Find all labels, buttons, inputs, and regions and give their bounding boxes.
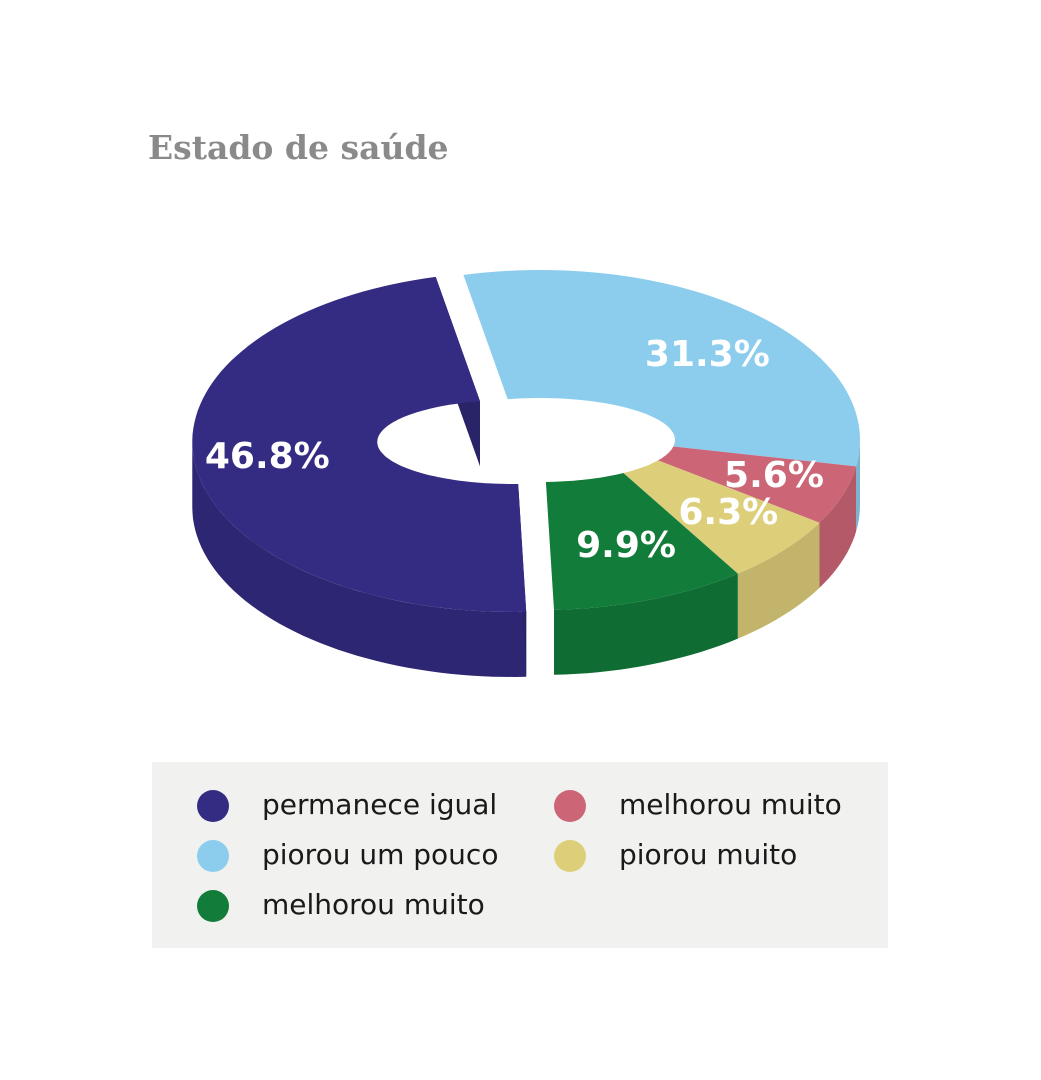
legend-label: melhorou muito (262, 888, 485, 921)
legend-label: piorou um pouco (262, 838, 498, 871)
slice (192, 276, 527, 612)
value-label: 9.9% (576, 525, 676, 566)
legend-label: permanece igual (262, 788, 497, 821)
slice (623, 460, 820, 574)
value-label: 46.8% (205, 436, 330, 477)
slice-side (192, 442, 527, 677)
slice-side (819, 466, 857, 588)
legend-label: melhorou muito (619, 788, 842, 821)
slice (545, 473, 738, 610)
slice-side (856, 440, 860, 532)
legend-swatch (197, 890, 229, 922)
slice-side-shade (554, 573, 738, 675)
slice-side-shade (737, 522, 820, 639)
legend-swatch (197, 790, 229, 822)
chart-title: Estado de saúde (148, 128, 449, 167)
slice-side (554, 573, 738, 675)
slice-side-shade (819, 466, 857, 588)
slice-side-shade (192, 442, 527, 677)
legend-swatch (197, 840, 229, 872)
slice-side (737, 522, 820, 639)
value-label: 6.3% (678, 492, 778, 533)
legend-label: piorou muito (619, 838, 797, 871)
value-label: 5.6% (724, 455, 824, 496)
value-label: 31.3% (645, 334, 770, 375)
legend-box (152, 762, 888, 948)
slice-side-shade (856, 440, 860, 532)
legend-swatch (554, 840, 586, 872)
legend-swatch (554, 790, 586, 822)
slice (657, 446, 857, 523)
slice (463, 270, 860, 467)
